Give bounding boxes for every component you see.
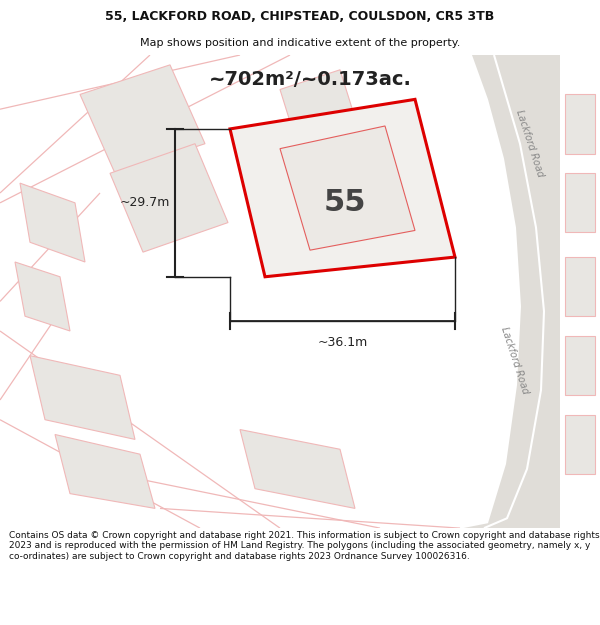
Polygon shape (15, 262, 70, 331)
Polygon shape (30, 356, 135, 439)
Polygon shape (280, 70, 360, 154)
Text: Contains OS data © Crown copyright and database right 2021. This information is : Contains OS data © Crown copyright and d… (9, 531, 599, 561)
Polygon shape (565, 257, 595, 316)
Polygon shape (565, 415, 595, 474)
Polygon shape (565, 336, 595, 395)
Polygon shape (230, 99, 455, 277)
Text: ~36.1m: ~36.1m (317, 336, 368, 349)
Polygon shape (565, 94, 595, 154)
Text: 55: 55 (324, 188, 366, 218)
Polygon shape (463, 55, 560, 528)
Polygon shape (110, 144, 228, 252)
Polygon shape (565, 173, 595, 232)
Text: Lackford Road: Lackford Road (514, 109, 545, 179)
Text: ~29.7m: ~29.7m (120, 196, 170, 209)
Polygon shape (80, 65, 205, 173)
Text: ~702m²/~0.173ac.: ~702m²/~0.173ac. (209, 70, 412, 89)
Text: Map shows position and indicative extent of the property.: Map shows position and indicative extent… (140, 38, 460, 48)
Text: Lackford Road: Lackford Road (499, 326, 530, 396)
Text: 55, LACKFORD ROAD, CHIPSTEAD, COULSDON, CR5 3TB: 55, LACKFORD ROAD, CHIPSTEAD, COULSDON, … (106, 10, 494, 23)
Polygon shape (280, 126, 415, 250)
Polygon shape (240, 429, 355, 508)
Polygon shape (20, 183, 85, 262)
Polygon shape (55, 434, 155, 508)
